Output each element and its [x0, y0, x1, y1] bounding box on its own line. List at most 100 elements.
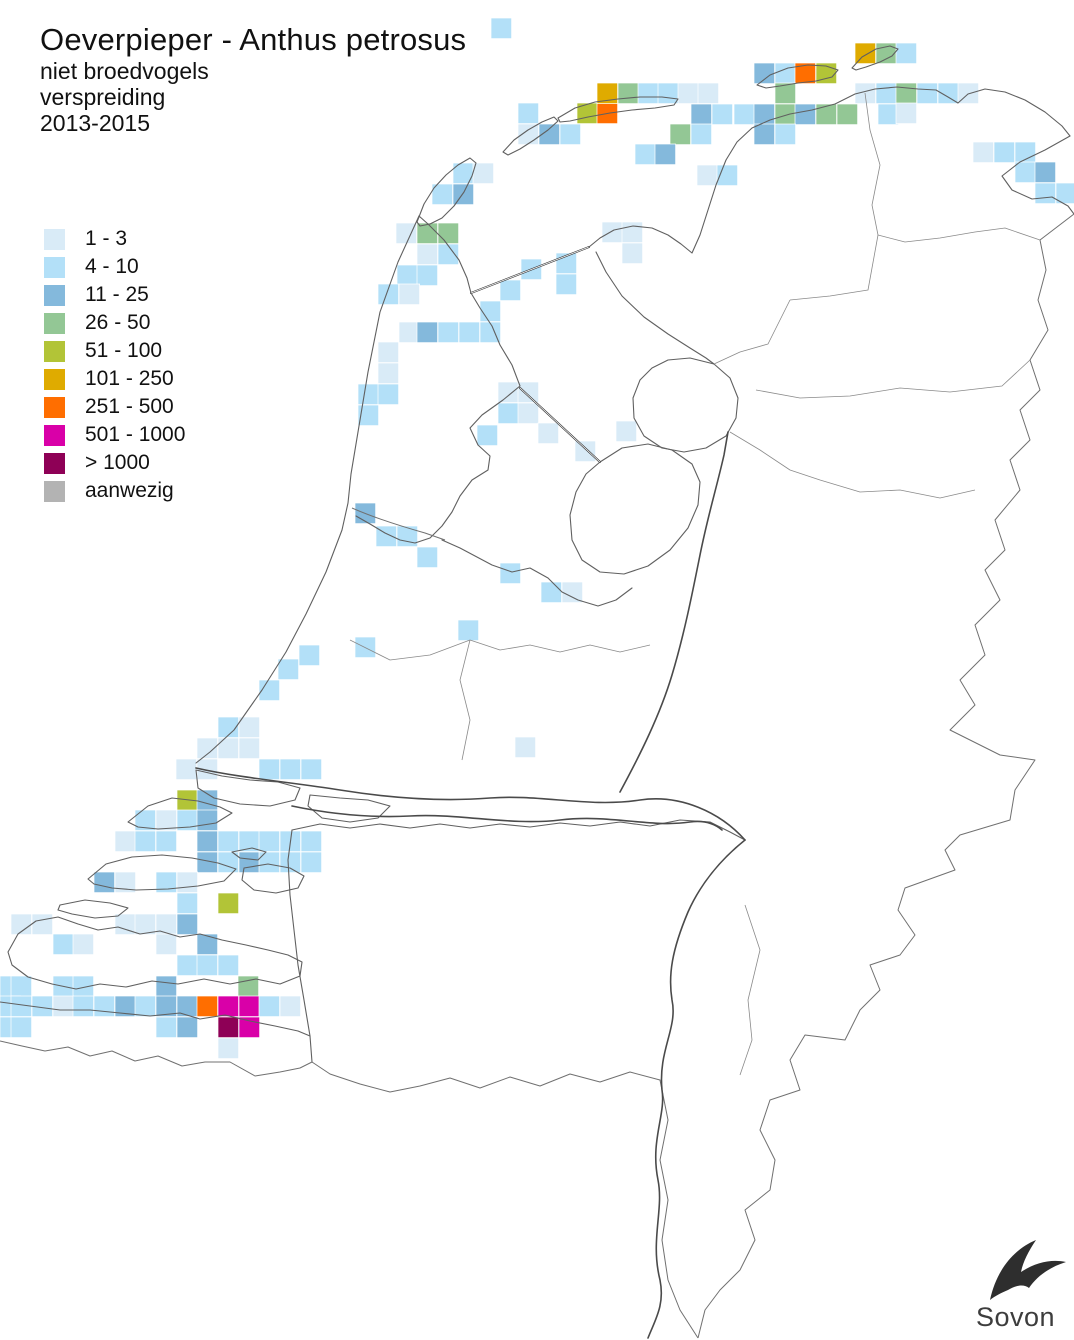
grid-cell — [196, 933, 218, 955]
legend-item: 51 - 100 — [44, 337, 185, 365]
grid-cell — [258, 830, 280, 852]
friesland-ijsselmeer-coast-path — [595, 251, 715, 365]
coastline-layer — [0, 45, 1074, 1339]
legend-label: 26 - 50 — [85, 311, 151, 334]
legend-label: 11 - 25 — [85, 283, 149, 306]
grid-cell — [916, 82, 938, 104]
grid-cell — [155, 975, 177, 997]
schiermonnikoog-outline — [851, 45, 899, 71]
legend-swatch — [44, 452, 65, 474]
grid-cell — [601, 221, 623, 243]
grid-cell — [196, 830, 218, 852]
subtitle-population: niet broedvogels — [40, 58, 209, 84]
grid-cell — [395, 222, 417, 244]
legend-label: > 1000 — [85, 451, 150, 474]
grid-cell — [538, 123, 560, 145]
grid-cell — [217, 1037, 239, 1059]
grid-cell — [196, 758, 218, 780]
grid-cell — [93, 995, 115, 1017]
grid-cell — [437, 321, 459, 343]
legend-swatch — [44, 228, 65, 250]
grid-cell — [377, 362, 399, 384]
grid-cell — [479, 321, 501, 343]
grid-cell — [196, 954, 218, 976]
legend-swatch — [44, 284, 65, 306]
grid-cell — [134, 809, 156, 831]
legend-item: 26 - 50 — [44, 309, 185, 337]
german-border-path — [697, 213, 1074, 1339]
grid-cell — [416, 546, 438, 568]
grid-cell — [196, 789, 218, 811]
grid-cell — [175, 758, 197, 780]
grid-cell — [540, 581, 562, 603]
grid-cell — [517, 123, 539, 145]
grid-cell — [31, 913, 53, 935]
grid-cell — [690, 123, 712, 145]
grid-cell — [279, 995, 301, 1017]
swift-bird-icon — [990, 1240, 1066, 1300]
grid-cell — [52, 933, 74, 955]
noordzeekanaal-path — [351, 507, 446, 541]
grid-cell — [836, 103, 858, 125]
legend-label: aanwezig — [85, 479, 174, 502]
grid-cell — [774, 82, 796, 104]
grid-cell — [196, 737, 218, 759]
grid-cell — [300, 758, 322, 780]
maas-river-path — [291, 805, 723, 831]
grid-cell — [357, 404, 379, 426]
legend-swatch — [44, 424, 65, 446]
ijssel-river-path — [619, 431, 729, 793]
legend-label: 251 - 500 — [85, 395, 174, 418]
noordoostpolder-outline — [632, 357, 739, 453]
legend-item: 4 - 10 — [44, 253, 185, 281]
legend-label: 101 - 250 — [85, 367, 174, 390]
grid-cell — [514, 736, 536, 758]
grid-cell — [753, 103, 775, 125]
grid-cell — [617, 82, 639, 104]
province-borders — [349, 92, 1041, 1076]
grid-cell — [1055, 182, 1074, 204]
grid-cell — [134, 830, 156, 852]
tholen-outline — [241, 863, 305, 894]
flevoland-outline — [569, 443, 701, 575]
grid-cell — [697, 82, 719, 104]
grid-cell — [238, 1016, 260, 1038]
grid-cell — [217, 1016, 239, 1038]
brabant-west-coast-path — [287, 829, 313, 1063]
grid-cell — [499, 562, 521, 584]
grid-cell — [431, 183, 453, 205]
grid-cell — [114, 871, 136, 893]
grid-cell — [176, 871, 198, 893]
grid-cell — [238, 737, 260, 759]
legend-swatch — [44, 256, 65, 278]
grid-cell — [669, 123, 691, 145]
grid-cell — [517, 402, 539, 424]
grid-cell — [774, 103, 796, 125]
grid-cell — [895, 102, 917, 124]
afsluitdijk-inner-line — [470, 246, 590, 294]
legend-label: 51 - 100 — [85, 339, 163, 362]
legend-item: 251 - 500 — [44, 393, 185, 421]
grid-cell — [774, 123, 796, 145]
grid-cell — [416, 243, 438, 265]
grid-cell — [258, 758, 280, 780]
grid-cell — [155, 809, 177, 831]
grid-cell — [238, 716, 260, 738]
noord-beveland-outline — [57, 899, 129, 919]
legend-item: aanwezig — [44, 477, 185, 505]
grid-cell — [1034, 182, 1056, 204]
legend-item: 1 - 3 — [44, 225, 185, 253]
grid-cell — [217, 737, 239, 759]
legend-label: 4 - 10 — [85, 255, 139, 278]
legend-item: > 1000 — [44, 449, 185, 477]
grid-cell — [176, 954, 198, 976]
grid-cell — [155, 1016, 177, 1038]
grid-cell — [733, 103, 755, 125]
grid-cells — [0, 17, 1074, 1059]
legend-item: 501 - 1000 — [44, 421, 185, 449]
grid-cell — [217, 954, 239, 976]
grid-cell — [479, 300, 501, 322]
grid-cell — [217, 995, 239, 1017]
grid-cell — [621, 242, 643, 264]
